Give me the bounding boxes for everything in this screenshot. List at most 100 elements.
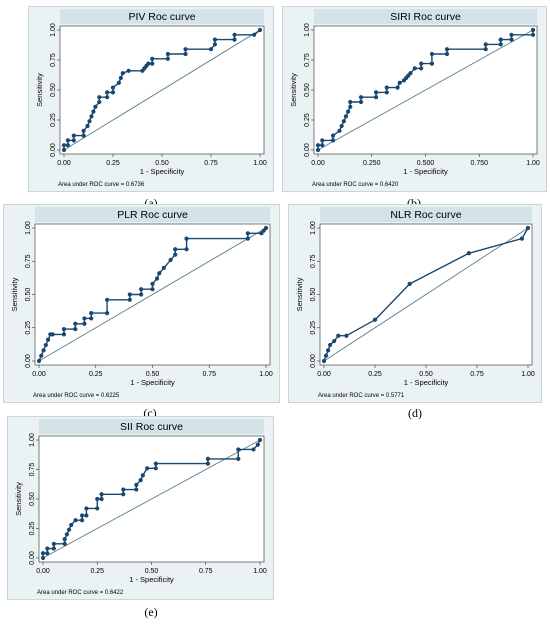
x-axis-label: 1 - Specificity <box>130 378 175 387</box>
roc-point <box>73 518 78 523</box>
roc-point <box>315 143 321 148</box>
roc-point <box>110 90 116 95</box>
roc-point <box>89 311 94 316</box>
panel-siri: SIRI Roc curve 0.00 0.250 0.500 0.750 1.00 0.0… <box>282 6 547 192</box>
y-tick-label: 0.25 <box>50 113 57 127</box>
roc-point <box>93 104 98 109</box>
roc-point <box>150 281 155 286</box>
roc-point <box>483 42 488 47</box>
roc-point <box>89 114 94 119</box>
roc-point <box>82 316 87 321</box>
roc-point <box>62 537 67 542</box>
roc-point <box>105 95 110 100</box>
roc-point <box>165 56 170 61</box>
roc-point <box>84 513 89 518</box>
roc-point <box>444 47 450 52</box>
roc-point <box>257 27 263 33</box>
y-tick-label: 0.50 <box>304 83 311 97</box>
roc-point <box>384 90 389 95</box>
auc-annotation: Area under ROC curve = 0.6225 <box>33 393 120 399</box>
roc-point <box>36 358 42 364</box>
roc-point <box>412 66 417 71</box>
x-tick-label: 0.50 <box>146 371 160 378</box>
auc-annotation: Area under ROC curve = 0.5771 <box>318 393 405 399</box>
roc-point <box>138 478 143 483</box>
roc-point <box>498 42 503 47</box>
reference-line <box>323 227 529 362</box>
roc-point <box>245 231 250 236</box>
roc-point <box>87 119 92 124</box>
roc-point <box>43 342 48 348</box>
roc-point <box>183 47 188 52</box>
roc-point <box>154 276 160 281</box>
roc-point <box>373 90 379 95</box>
reference-line <box>42 439 261 559</box>
roc-point <box>157 271 162 276</box>
roc-point <box>466 251 471 256</box>
roc-point <box>105 311 110 316</box>
y-tick-label: 1.00 <box>29 433 36 447</box>
x-axis-label: 1 - Specificity <box>403 167 448 176</box>
roc-point <box>97 99 102 105</box>
roc-point <box>384 85 389 90</box>
roc-point <box>168 257 173 263</box>
roc-point <box>126 68 131 73</box>
roc-point <box>61 332 67 337</box>
roc-point <box>116 80 121 85</box>
auc-annotation: Area under ROC curve = 0.6422 <box>37 590 124 596</box>
auc-annotation: Area under ROC curve = 0.6420 <box>312 182 399 188</box>
title-bar <box>35 207 270 222</box>
x-tick-label: 0.75 <box>204 160 218 167</box>
title-bar <box>314 9 537 24</box>
roc-point <box>134 487 139 492</box>
roc-point <box>61 143 67 148</box>
y-axis-label: Sensitivity <box>10 277 19 311</box>
roc-point <box>321 358 327 364</box>
x-tick-label: 0.50 <box>145 568 159 575</box>
panel-plr: PLR Roc curve 0.00 0.25 0.50 0.75 1.00 0.00 0.2… <box>3 204 280 403</box>
x-axis-label: 1 - Specificity <box>404 378 449 387</box>
roc-point <box>315 147 321 153</box>
roc-point <box>51 546 56 551</box>
roc-point <box>348 104 353 109</box>
roc-point <box>150 287 155 292</box>
roc-point <box>407 281 412 286</box>
chart-title: PIV Roc curve <box>128 11 195 23</box>
x-tick-label: 0.00 <box>57 160 71 167</box>
y-tick-label: 0.00 <box>50 143 57 157</box>
panel-sii: SII Roc curve 0.00 0.25 0.50 0.75 1.00 0.00 0.2… <box>7 416 274 600</box>
roc-point <box>509 32 514 37</box>
x-tick-label: 0.75 <box>199 568 213 575</box>
roc-point <box>82 321 87 326</box>
roc-point <box>429 61 435 66</box>
roc-point <box>95 506 100 511</box>
roc-point <box>81 133 86 138</box>
roc-point <box>150 56 155 61</box>
roc-point <box>84 506 89 511</box>
x-tick-label: 0.00 <box>36 568 50 575</box>
roc-point <box>257 437 263 443</box>
roc-point <box>153 466 158 471</box>
roc-point <box>73 321 78 326</box>
roc-point <box>145 466 150 471</box>
roc-point <box>348 99 353 105</box>
y-tick-label: 0.25 <box>304 113 311 127</box>
roc-point <box>118 75 123 81</box>
y-tick-label: 0.50 <box>50 83 57 97</box>
roc-point <box>236 447 241 452</box>
roc-point <box>205 461 211 466</box>
roc-point <box>245 236 250 241</box>
roc-point <box>140 473 145 478</box>
roc-point <box>444 51 450 57</box>
roc-point <box>320 143 325 148</box>
roc-point <box>263 225 269 231</box>
roc-point <box>150 61 155 66</box>
roc-curve-line <box>317 30 534 150</box>
x-tick-label: 1.00 <box>253 160 267 167</box>
roc-point <box>91 109 96 114</box>
x-tick-label: 0.75 <box>202 371 216 378</box>
y-axis-label: Sensitivity <box>289 73 298 107</box>
roc-point <box>81 128 86 133</box>
roc-point <box>146 61 151 66</box>
roc-point <box>120 71 125 76</box>
